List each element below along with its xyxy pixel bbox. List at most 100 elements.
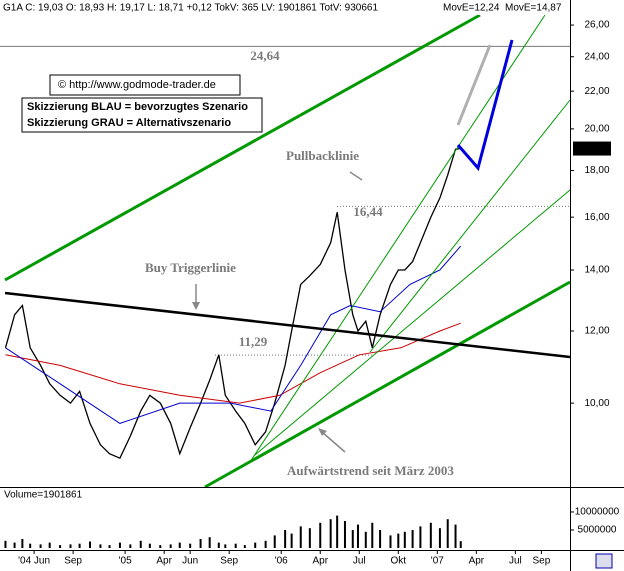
arrow xyxy=(321,431,346,453)
volume-bar xyxy=(397,533,400,548)
level-label: 11,29 xyxy=(239,334,268,349)
y-tick-label: 5000000 xyxy=(578,525,617,536)
volume-bar xyxy=(343,520,346,548)
volume-bar xyxy=(224,544,227,548)
volume-bar xyxy=(351,529,354,548)
volume-bar xyxy=(308,528,311,548)
volume-bar xyxy=(189,543,192,548)
moving-average xyxy=(5,245,462,424)
x-tick-label: Apr xyxy=(469,556,485,567)
x-tick-label: Jun xyxy=(182,556,198,567)
header: G1A C: 19,03 O: 18,93 H: 19,17 L: 18,71 … xyxy=(3,3,378,14)
volume-bar xyxy=(454,524,457,548)
y-tick-label: 24,00 xyxy=(584,51,609,62)
y-tick-label: 10,00 xyxy=(584,398,609,409)
volume-bar xyxy=(39,544,42,548)
volume-bar xyxy=(169,544,172,548)
y-tick-label: 20,00 xyxy=(584,124,609,135)
legend-box xyxy=(21,97,263,133)
y-tick-label: 16,00 xyxy=(584,212,609,223)
volume-bar xyxy=(78,543,81,548)
last-price-box xyxy=(573,141,611,156)
volume-bar xyxy=(364,531,367,548)
annotation: Buy Triggerlinie xyxy=(145,260,236,275)
volume-bar xyxy=(48,542,51,548)
volume-bar xyxy=(273,535,276,548)
moving-average xyxy=(5,322,461,404)
volume-bar xyxy=(356,524,359,548)
x-tick-label: '04 Jun xyxy=(18,556,50,567)
volume-bar xyxy=(118,542,121,548)
uptrend-line xyxy=(204,280,571,489)
header-bg xyxy=(0,0,570,15)
pullback-line xyxy=(369,99,571,353)
copyright-box xyxy=(49,74,241,96)
volume-bar xyxy=(446,519,449,548)
volume-bar xyxy=(379,529,382,548)
tool-icon[interactable] xyxy=(595,553,613,569)
volume-bar xyxy=(29,543,32,548)
volume-bar xyxy=(129,544,132,548)
last-price-label: 19,03 xyxy=(579,143,604,154)
annotation: Aufwärtstrend seit März 2003 xyxy=(287,463,454,478)
y-tick-label: 26,00 xyxy=(584,20,609,31)
annotation: Pullbacklinie xyxy=(286,148,359,163)
x-tick-label: '05 xyxy=(119,556,132,567)
volume-bar xyxy=(429,522,432,548)
y-tick-label: 10000000 xyxy=(575,507,620,518)
channel-line xyxy=(249,14,546,463)
scenario-blue: Skizzierung BLAU = bevorzugtes Szenario xyxy=(27,101,248,113)
volume-bar xyxy=(13,542,16,548)
y-tick-label: 22,00 xyxy=(584,86,609,97)
volume-bar xyxy=(148,543,151,548)
volume-bar xyxy=(419,526,422,548)
volume-bar xyxy=(159,545,162,548)
upper-channel xyxy=(4,13,481,282)
volume-bar xyxy=(254,542,257,548)
price-line xyxy=(4,147,461,460)
arrow-head xyxy=(192,302,200,310)
volume-bar xyxy=(329,519,332,548)
volume-bar xyxy=(21,538,24,548)
arrow xyxy=(349,171,363,181)
volume-bar xyxy=(217,542,220,548)
trend-lines xyxy=(4,13,571,489)
volume-bar xyxy=(290,533,293,548)
volume-bar xyxy=(139,540,142,548)
volume-bar xyxy=(69,544,72,548)
volume-bar xyxy=(371,522,374,548)
volume-bar xyxy=(89,541,92,548)
x-tick-label: '06 xyxy=(275,556,288,567)
y-tick-label: 14,00 xyxy=(584,265,609,276)
volume-bar xyxy=(389,535,392,548)
plot-area xyxy=(0,45,570,460)
gray-scenario xyxy=(456,44,492,126)
y-tick-label: 18,00 xyxy=(584,165,609,176)
volume-bar xyxy=(199,538,202,548)
x-tick-label: Okt xyxy=(391,556,407,567)
volume-bar xyxy=(99,544,102,548)
x-tick-label: Apr xyxy=(156,556,172,567)
volume-bar xyxy=(4,540,7,548)
volume-bar xyxy=(403,531,406,548)
x-tick-label: Apr xyxy=(312,556,328,567)
volume-bar xyxy=(336,515,339,548)
x-tick-label: Jul xyxy=(509,556,522,567)
x-tick-label: Sep xyxy=(64,556,82,567)
volume-bar xyxy=(438,528,441,548)
channel-line xyxy=(254,189,571,456)
volume-bar xyxy=(243,545,246,548)
blue-scenario xyxy=(456,39,514,172)
volume-bar xyxy=(59,545,62,548)
x-tick-label: '07 xyxy=(431,556,444,567)
volume-bar xyxy=(284,529,287,548)
arrow-head xyxy=(318,428,327,436)
volume-bar xyxy=(178,542,181,548)
x-tick-label: Jul xyxy=(353,556,366,567)
volume-bar xyxy=(319,522,322,548)
level-label: 24,64 xyxy=(250,48,280,63)
volume-bar xyxy=(299,526,302,548)
volume-bar xyxy=(108,545,111,548)
volume-title: Volume=1901861 xyxy=(4,490,83,501)
scenario-gray: Skizzierung GRAU = Alternativszenario xyxy=(27,117,231,129)
